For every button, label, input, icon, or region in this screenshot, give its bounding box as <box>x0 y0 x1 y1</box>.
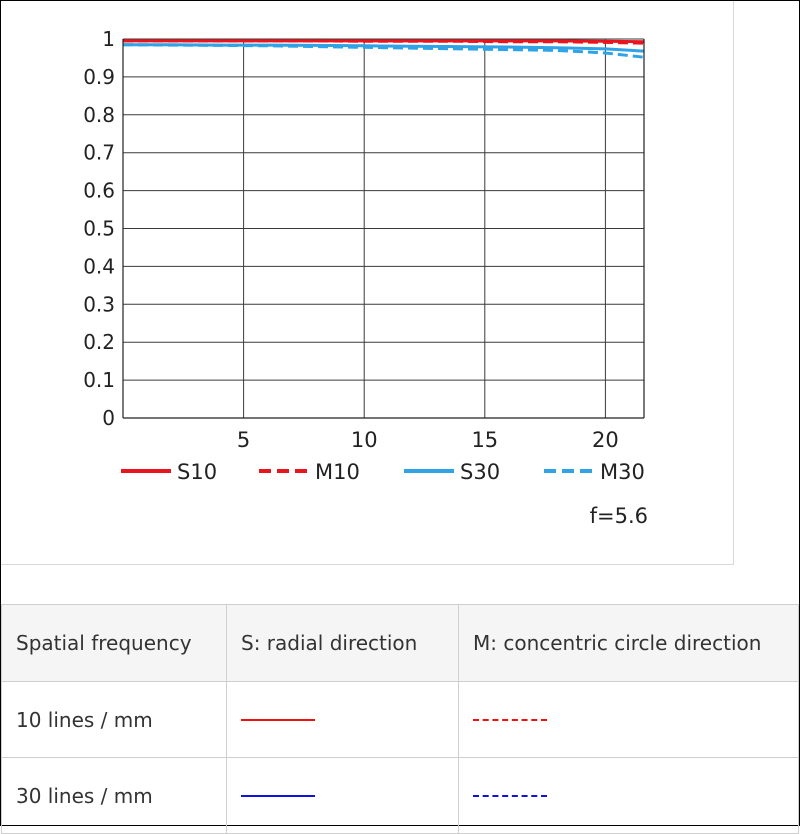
y-tick-label: 0.2 <box>83 330 115 354</box>
frequency-label: 10 lines / mm <box>1 681 227 758</box>
series-line-s30 <box>123 43 645 53</box>
concentric-sample-cell <box>458 681 799 758</box>
aperture-annotation: f=5.6 <box>590 504 648 528</box>
y-tick-label: 0 <box>102 406 115 430</box>
series-line-m30 <box>122 43 645 59</box>
mtf-chart-card: 0 0.1 0.2 0.3 0.4 0.5 0.6 0.7 0.8 0.9 1 5 10 15 20 S10… <box>1 1 734 565</box>
y-tick-label: 0.7 <box>83 141 115 165</box>
table-row: 10 lines / mm <box>1 681 799 758</box>
grid <box>123 38 644 419</box>
radial-sample-cell <box>226 757 459 834</box>
y-tick-label: 0.1 <box>83 368 115 392</box>
solid-line-sample <box>241 794 315 797</box>
series-lines <box>122 39 645 59</box>
y-tick-label: 0.3 <box>83 292 115 316</box>
column-header: S: radial direction <box>226 604 459 682</box>
concentric-sample-cell <box>458 757 799 834</box>
axes: 00.10.20.30.40.50.60.70.80.915 10 15 20 <box>83 27 645 452</box>
y-tick-label: 0.9 <box>83 65 115 89</box>
legend-label-m30: M30 <box>600 460 645 484</box>
x-tick-label: 15 <box>471 428 498 452</box>
series-line-m10 <box>123 39 645 45</box>
y-tick-label: 0.8 <box>83 103 115 127</box>
x-tick-label: 5 <box>237 428 250 452</box>
y-tick-label: 0.5 <box>83 217 115 241</box>
legend-label-s30: S30 <box>460 460 500 484</box>
legend: S10 M10 S30 M30 <box>121 460 645 484</box>
legend-label-s10: S10 <box>177 460 217 484</box>
frequency-label: 30 lines / mm <box>1 757 227 834</box>
column-header: Spatial frequency <box>1 604 227 682</box>
y-tick-label: 1 <box>102 27 115 51</box>
table-row: 30 lines / mm <box>1 757 799 834</box>
dashed-line-sample <box>473 718 547 721</box>
dashed-line-sample <box>473 794 547 797</box>
x-tick-label: 10 <box>351 428 378 452</box>
mtf-chart: 00.10.20.30.40.50.60.70.80.915 10 15 20 S10… <box>83 27 648 528</box>
radial-sample-cell <box>226 681 459 758</box>
solid-line-sample <box>241 718 315 721</box>
legend-label-m10: M10 <box>315 460 360 484</box>
table-header-row: Spatial frequency S: radial direction M:… <box>1 604 799 682</box>
y-tick-label: 0.4 <box>83 254 115 278</box>
x-tick-label: 20 <box>592 428 619 452</box>
spatial-frequency-table: Spatial frequency S: radial direction M:… <box>1 604 799 834</box>
column-header: M: concentric circle direction <box>458 604 799 682</box>
y-tick-label: 0.6 <box>83 179 115 203</box>
